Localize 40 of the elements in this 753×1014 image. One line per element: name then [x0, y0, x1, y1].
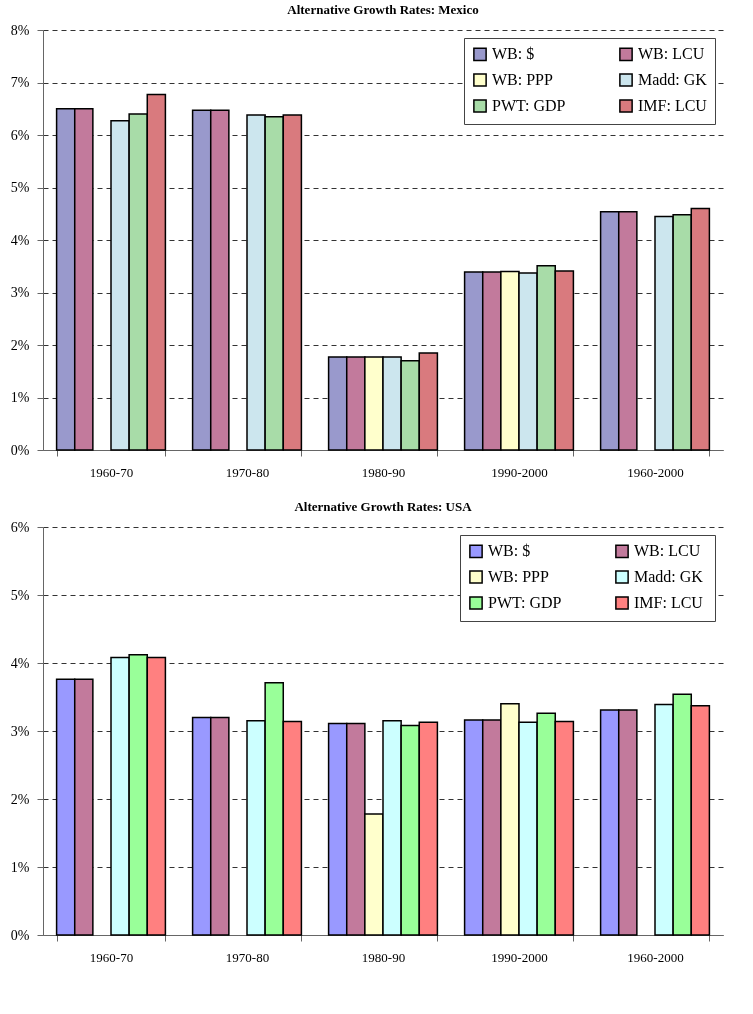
x-tick-label: 1960-70: [89, 949, 134, 965]
legend-label: WB: PPP: [492, 71, 554, 88]
x-tick-label: 1980-90: [361, 949, 406, 965]
x-tick-label: 1960-2000: [627, 464, 684, 480]
y-tick-label: 5%: [10, 587, 30, 603]
chart-title: Alternative Growth Rates: USA: [294, 499, 473, 514]
x-tick-label: 1960-70: [89, 464, 134, 480]
y-tick-label: 3%: [10, 723, 30, 739]
legend-label: PWT: GDP: [488, 594, 562, 611]
legend-label: WB: $: [492, 45, 535, 63]
y-tick-label: 0%: [10, 927, 30, 943]
y-tick-label: 1%: [10, 859, 30, 875]
legend-label: IMF: LCU: [638, 97, 708, 114]
y-tick-label: 7%: [10, 75, 30, 90]
y-tick-label: 2%: [10, 337, 30, 353]
legend-label: PWT: GDP: [492, 97, 566, 114]
legend-label: WB: LCU: [634, 542, 701, 560]
x-tick-label: 1970-80: [225, 949, 270, 965]
x-tick-label: 1970-80: [225, 464, 270, 480]
legend-label: Madd: GK: [638, 71, 708, 88]
y-tick-label: 6%: [10, 519, 30, 535]
y-tick-label: 8%: [10, 22, 30, 38]
y-tick-label: 3%: [10, 285, 30, 300]
legend-label: WB: LCU: [638, 45, 705, 63]
y-tick-label: 6%: [10, 127, 30, 143]
legend-label: WB: PPP: [488, 568, 550, 585]
y-tick-label: 2%: [10, 791, 30, 807]
x-tick-label: 1960-2000: [627, 949, 684, 965]
y-tick-label: 1%: [10, 390, 30, 405]
legend-label: WB: $: [488, 542, 531, 560]
legend-label: IMF: LCU: [634, 594, 704, 611]
chart-title: Alternative Growth Rates: Mexico: [287, 2, 479, 17]
x-tick-label: 1980-90: [361, 464, 406, 480]
y-tick-label: 5%: [10, 180, 30, 195]
y-tick-label: 0%: [10, 442, 30, 458]
legend-label: Madd: GK: [634, 568, 704, 585]
x-tick-label: 1990-2000: [491, 464, 548, 480]
x-tick-label: 1990-2000: [491, 949, 548, 965]
y-tick-label: 4%: [10, 232, 30, 248]
y-tick-label: 4%: [10, 655, 30, 671]
